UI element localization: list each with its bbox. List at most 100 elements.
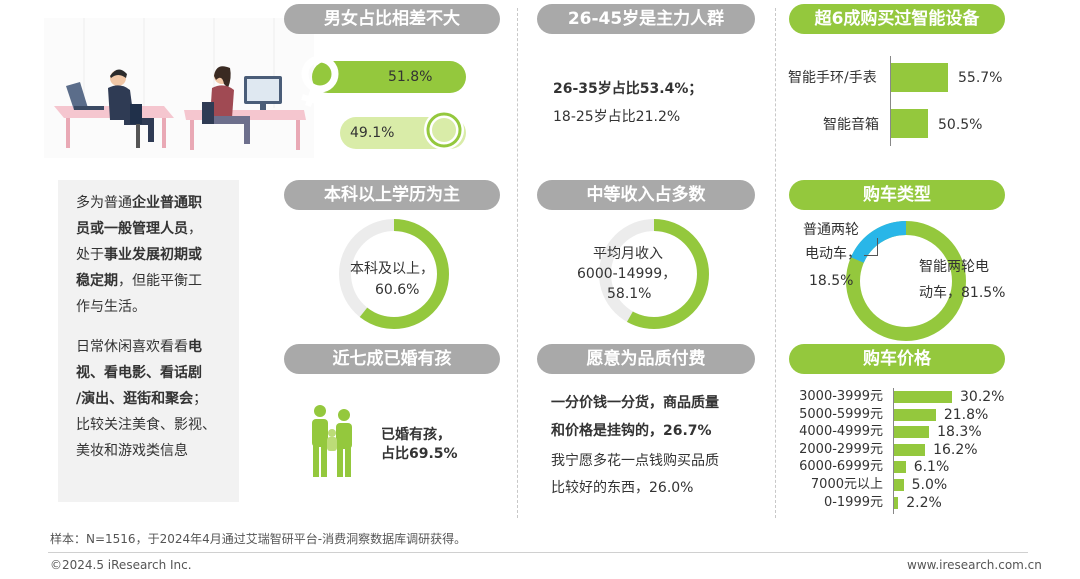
- car-price-bar: [894, 408, 936, 421]
- car-price-value: 21.8%: [943, 406, 989, 423]
- car-two-wheel-label-2: 电动车，: [805, 246, 861, 262]
- education-title: 本科以上学历为主: [284, 180, 500, 210]
- quality-line-2: 和价格是挂钩的，26.7%: [551, 423, 712, 439]
- devices-title: 超6成购买过智能设备: [789, 4, 1005, 34]
- car-price-value: 2.2%: [906, 494, 942, 511]
- car-price-label: 6000-6999元: [799, 459, 883, 475]
- car-two-wheel-leader: [864, 238, 878, 256]
- car-two-wheel-value: 18.5%: [809, 273, 854, 289]
- description-run: 日常休闲喜欢看看: [76, 339, 188, 355]
- car-price-bar: [894, 443, 926, 456]
- quality-title: 愿意为品质付费: [537, 344, 755, 374]
- car-type-arc-two-wheel: [846, 221, 966, 341]
- description-run: ；: [193, 391, 208, 407]
- devices-axis: [890, 56, 891, 146]
- education-arc: [339, 219, 449, 329]
- car-price-label: 0-1999元: [823, 494, 883, 510]
- device-label-speaker: 智能音箱: [823, 117, 879, 133]
- car-price-label: 4000-4999元: [799, 424, 883, 440]
- description-run: ，: [188, 221, 202, 237]
- description-paragraph-1: 多为普通企业普通职 员或一般管理人员， 处于事业发展初期或 稳定期，但能平衡工 作与生活…: [76, 190, 239, 320]
- car-price-axis: [893, 388, 894, 514]
- description-line: 日常休闲喜欢看看电: [76, 334, 239, 360]
- description-line: 多为普通企业普通职: [76, 190, 239, 216]
- age-line-2: 18-25岁占比21.2%: [553, 109, 681, 125]
- car-price-bar: [894, 426, 930, 439]
- car-smart-label-1: 智能两轮电: [919, 259, 989, 275]
- description-run: 作与生活。: [76, 299, 146, 315]
- income-donut: [599, 219, 709, 329]
- office-illustration: [44, 18, 314, 158]
- description-run: /演出、逛街和聚会: [76, 391, 194, 407]
- footer-divider: [48, 552, 1028, 553]
- car-price-value: 16.2%: [933, 441, 978, 458]
- income-title: 中等收入占多数: [537, 180, 755, 210]
- married-line-1: 已婚有孩，: [381, 427, 451, 443]
- car-type-donut: [846, 221, 966, 341]
- male-ratio-value: 49.1%: [350, 125, 395, 141]
- description-run: 稳定期: [76, 273, 118, 289]
- description-line: 比较关注美食、影视、: [76, 412, 239, 438]
- description-run: 多为普通: [76, 195, 132, 211]
- device-bar-watch: [891, 63, 948, 92]
- car-price-bar: [894, 479, 904, 491]
- description-run: 电: [188, 339, 202, 355]
- income-value: 58.1%: [607, 286, 652, 302]
- car-price-chart: 3000-3999元 30.2% 5000-5999元 21.8% 4000-4999元…: [780, 388, 1040, 516]
- car-price-bar: [894, 461, 906, 474]
- education-label: 本科及以上，: [350, 261, 434, 277]
- car-price-value: 6.1%: [913, 459, 950, 476]
- car-smart-label-2: 动车，81.5%: [919, 285, 1006, 301]
- car-price-value: 5.0%: [911, 477, 948, 493]
- married-title: 近七成已婚有孩: [284, 344, 500, 374]
- education-donut: [339, 219, 449, 329]
- car-price-bar: [894, 391, 952, 403]
- column-divider-2: [775, 8, 776, 518]
- income-label-1: 平均月收入: [593, 246, 663, 262]
- description-run: 视、看电影、看话剧: [76, 365, 202, 381]
- device-value-watch: 55.7%: [958, 70, 1003, 86]
- description-line: 稳定期，但能平衡工: [76, 268, 239, 294]
- car-price-label: 2000-2999元: [799, 441, 883, 457]
- description-paragraph-2: 日常休闲喜欢看看电视、看电影、看话剧/演出、逛街和聚会； 比较关注美食、影视、 美妆…: [76, 334, 239, 464]
- education-value: 60.6%: [375, 282, 420, 298]
- male-icon: [424, 90, 484, 150]
- car-price-label: 5000-5999元: [799, 406, 883, 422]
- car-type-title: 购车类型: [789, 180, 1005, 210]
- female-ratio-value: 51.8%: [388, 69, 433, 85]
- description-run: ，但能平衡工: [118, 273, 202, 289]
- family-icon: [312, 405, 352, 477]
- description-run: 事业发展初期或: [104, 247, 202, 263]
- car-price-value: 18.3%: [937, 424, 982, 441]
- device-label-watch: 智能手环/手表: [788, 70, 877, 86]
- description-run: 美妆和游戏类信息: [76, 443, 188, 459]
- description-line: 美妆和游戏类信息: [76, 438, 239, 464]
- audience-description: 多为普通企业普通职 员或一般管理人员， 处于事业发展初期或 稳定期，但能平衡工 作与生活…: [58, 180, 239, 502]
- sample-note: 样本：N=1516，于2024年4月通过艾瑞智研平台-消费洞察数据库调研获得。: [50, 532, 467, 546]
- website: www.iresearch.com.cn: [907, 558, 1042, 572]
- income-arc: [599, 219, 709, 329]
- device-bar-speaker: [891, 109, 928, 138]
- car-price-value: 30.2%: [960, 389, 1005, 405]
- description-line: 员或一般管理人员，: [76, 216, 239, 242]
- car-two-wheel-label-1: 普通两轮: [803, 219, 859, 241]
- quality-line-1: 一分价钱一分货，商品质量: [551, 395, 719, 411]
- married-line-2: 占比69.5%: [381, 446, 458, 462]
- description-run: 处于: [76, 247, 104, 263]
- car-price-label: 3000-3999元: [799, 389, 883, 404]
- income-label-2: 6000-14999，: [577, 266, 677, 282]
- car-price-bar: [894, 496, 899, 509]
- quality-line-3: 我宁愿多花一点钱购买品质: [551, 453, 719, 469]
- description-run: 员或一般管理人员: [76, 221, 188, 237]
- column-divider-1: [517, 8, 518, 518]
- car-price-label: 7000元以上: [810, 477, 883, 492]
- description-run: 企业普通职: [132, 195, 202, 211]
- gender-title: 男女占比相差不大: [284, 4, 500, 34]
- quality-line-4: 比较好的东西，26.0%: [551, 480, 694, 496]
- age-line-1: 26-35岁占比53.4%；: [553, 81, 703, 97]
- copyright: ©2024.5 iResearch Inc.: [50, 558, 192, 572]
- age-title: 26-45岁是主力人群: [537, 4, 755, 34]
- description-line: /演出、逛街和聚会；: [76, 386, 239, 412]
- description-run: 比较关注美食、影视、: [76, 417, 216, 433]
- female-icon: [301, 55, 339, 107]
